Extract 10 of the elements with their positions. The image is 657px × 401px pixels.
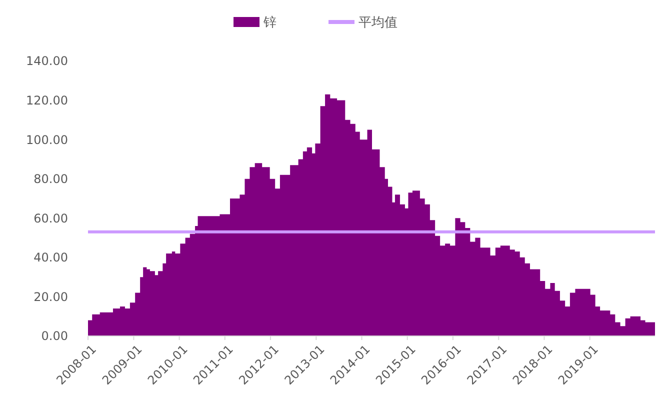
y-tick-label: 140.00 — [26, 54, 68, 68]
y-tick-label: 0.00 — [41, 329, 68, 344]
y-tick-label: 60.00 — [34, 211, 68, 226]
legend-label: 平均值 — [358, 16, 398, 31]
y-tick-label: 80.00 — [34, 172, 68, 186]
y-tick-label: 120.00 — [26, 93, 68, 108]
y-tick-label: 20.00 — [34, 290, 68, 304]
y-tick-label: 100.00 — [26, 132, 68, 147]
y-tick-label: 40.00 — [34, 250, 68, 265]
legend-label: 锌 — [262, 16, 276, 31]
